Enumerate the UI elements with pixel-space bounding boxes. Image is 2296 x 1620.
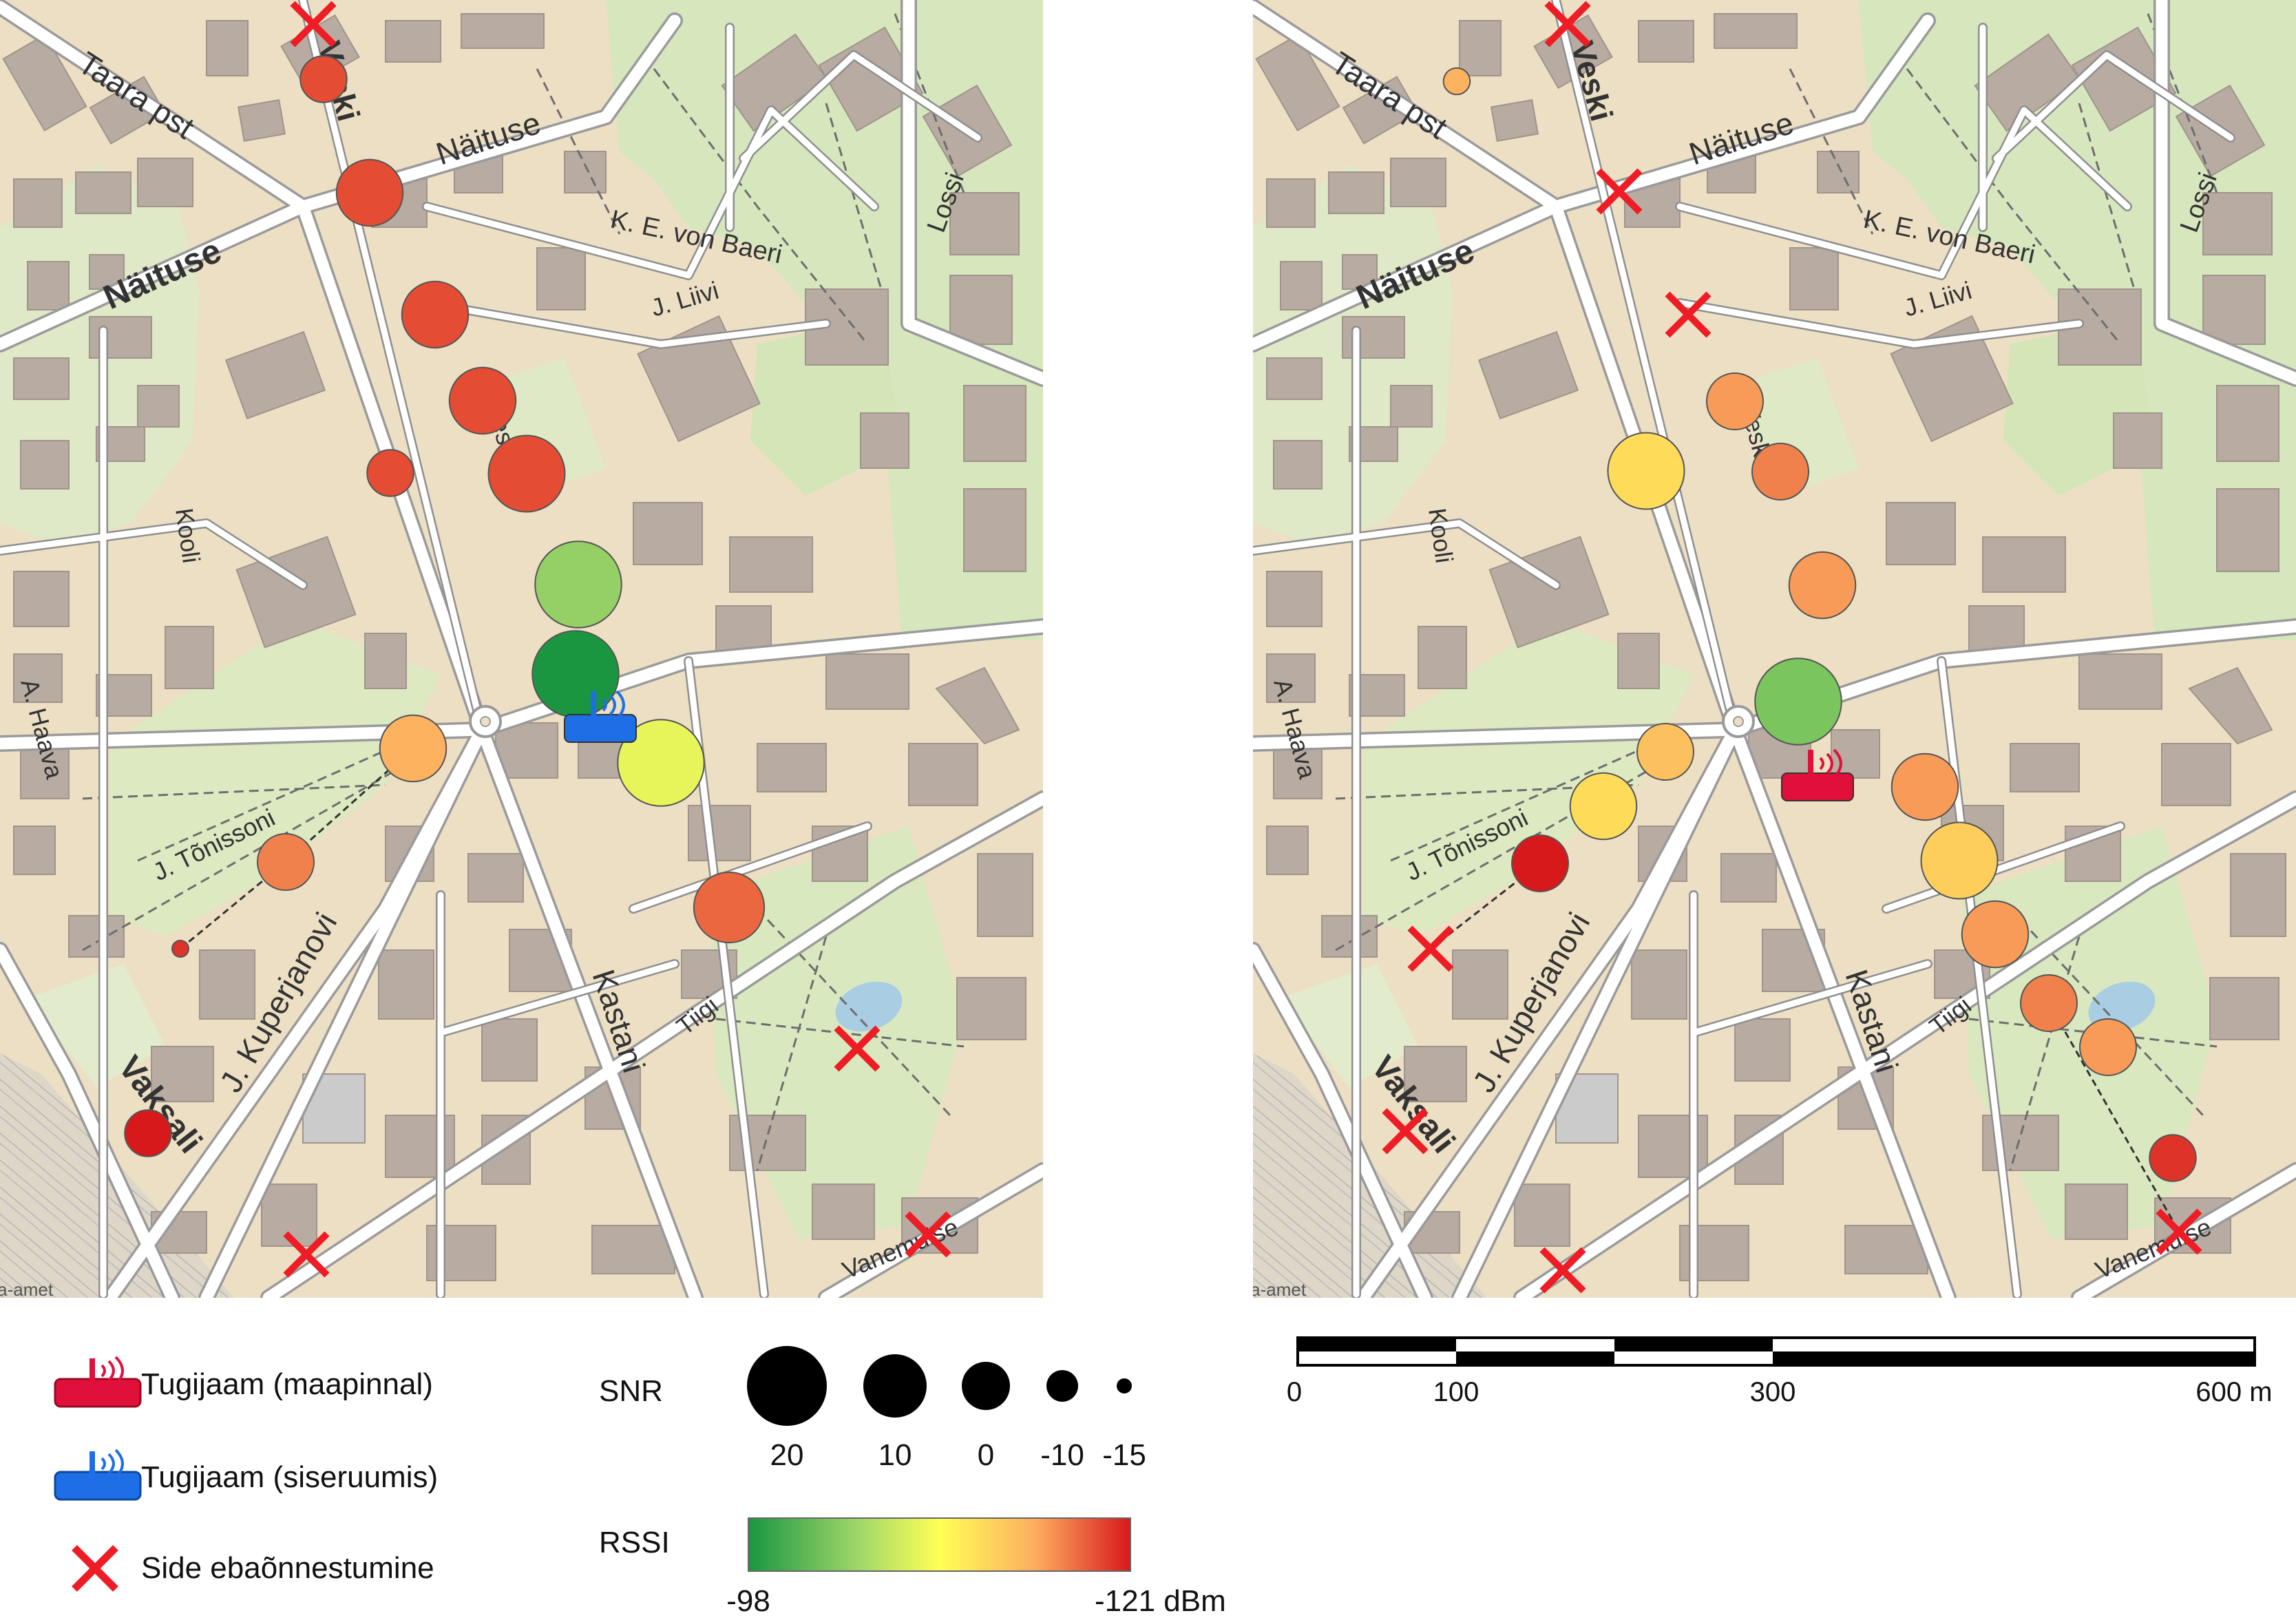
- rssi-color-ramp: [748, 1517, 1131, 1572]
- measurement-point[interactable]: [448, 366, 517, 435]
- measurement-point[interactable]: [617, 719, 705, 807]
- measurement-point[interactable]: [1788, 551, 1857, 620]
- snr-legend-label: 20: [770, 1438, 804, 1472]
- measurement-point[interactable]: [335, 158, 404, 227]
- measurement-point[interactable]: [2079, 1018, 2137, 1076]
- failure-x-marker[interactable]: [1665, 291, 1712, 338]
- left-map-markers: [124, 1, 951, 1278]
- snr-legend-circle: [747, 1346, 827, 1426]
- measurement-point[interactable]: [1890, 753, 1959, 821]
- legend-ground-station-label: Tugijaam (maapinnal): [141, 1367, 433, 1401]
- map-attribution: Maa-amet: [0, 1279, 54, 1300]
- snr-legend-label: 10: [878, 1438, 912, 1472]
- ground-station-icon[interactable]: [1781, 748, 1854, 801]
- failure-x-marker[interactable]: [834, 1025, 881, 1072]
- measurement-point[interactable]: [1961, 900, 2030, 969]
- measurement-point[interactable]: [1607, 432, 1685, 510]
- measurement-point[interactable]: [2020, 974, 2078, 1032]
- legend: Tugijaam (maapinnal) Tugijaam (siseruumi…: [54, 1336, 2273, 1618]
- measurement-point[interactable]: [171, 940, 189, 958]
- measurement-point[interactable]: [1569, 772, 1638, 841]
- snr-legend-circle: [1117, 1378, 1132, 1393]
- failure-x-marker[interactable]: [1407, 925, 1454, 972]
- measurement-point[interactable]: [366, 449, 414, 497]
- right-map-markers: [1382, 1, 2202, 1294]
- measurement-point[interactable]: [257, 833, 315, 891]
- measurement-point[interactable]: [487, 434, 566, 513]
- measurement-point[interactable]: [124, 1109, 172, 1157]
- legend-rssi-title: RSSI: [599, 1526, 670, 1559]
- measurement-point[interactable]: [534, 540, 622, 629]
- scale-label-0: 0: [1287, 1377, 1302, 1407]
- snr-size-legend: 20 10 0 -10 -15: [747, 1346, 1146, 1472]
- rssi-min-label: -98: [726, 1584, 770, 1618]
- scale-label-600: 600 m: [2195, 1377, 2272, 1407]
- failure-x-marker[interactable]: [1596, 168, 1643, 215]
- measurement-point[interactable]: [1920, 821, 1999, 900]
- failure-x-marker[interactable]: [283, 1231, 330, 1278]
- snr-legend-circle: [1046, 1370, 1078, 1402]
- snr-legend-circle: [962, 1362, 1010, 1410]
- failure-x-marker[interactable]: [290, 1, 337, 48]
- measurement-point[interactable]: [1636, 723, 1694, 781]
- failure-x-marker[interactable]: [1382, 1108, 1429, 1155]
- measurement-point[interactable]: [693, 871, 766, 944]
- legend-indoor-station-label: Tugijaam (siseruumis): [141, 1460, 438, 1494]
- measurement-point[interactable]: [401, 280, 470, 349]
- failure-x-marker[interactable]: [1544, 1, 1591, 48]
- measurement-point[interactable]: [1706, 372, 1764, 430]
- map-attribution: Maa-amet: [1225, 1279, 1307, 1300]
- snr-legend-label: 0: [978, 1438, 994, 1472]
- scale-label-100: 100: [1433, 1377, 1479, 1407]
- measurement-point[interactable]: [2149, 1134, 2197, 1182]
- snr-legend-circle: [863, 1354, 927, 1418]
- failure-x-marker[interactable]: [1539, 1247, 1586, 1294]
- rssi-max-label: -121 dBm: [1095, 1584, 1226, 1618]
- failure-x-marker[interactable]: [905, 1211, 951, 1258]
- right-map[interactable]: Taara pst Näituse Näituse K. E. von Baer…: [1225, 0, 2296, 1300]
- measurement-point[interactable]: [379, 714, 447, 783]
- legend-failure-label: Side ebaõnnestumine: [141, 1551, 434, 1585]
- measurement-point[interactable]: [1442, 67, 1471, 96]
- measurement-point[interactable]: [1754, 658, 1842, 746]
- scale-label-300: 300: [1750, 1377, 1796, 1407]
- indoor-station-icon[interactable]: [564, 690, 637, 743]
- measurement-point[interactable]: [299, 55, 348, 103]
- measurement-point[interactable]: [1751, 443, 1809, 501]
- failure-x-icon: [72, 1545, 118, 1592]
- left-map[interactable]: Taara pst Näituse Näituse K. E. von Baer…: [0, 0, 1043, 1300]
- indoor-station-icon: [54, 1449, 142, 1501]
- legend-snr-title: SNR: [599, 1374, 663, 1408]
- scale-bar: 0 100 300 600 m: [1287, 1336, 2273, 1407]
- snr-legend-label: -15: [1102, 1438, 1146, 1472]
- failure-x-marker[interactable]: [2156, 1208, 2202, 1255]
- snr-legend-label: -10: [1040, 1438, 1084, 1472]
- measurement-point[interactable]: [1511, 834, 1569, 892]
- ground-station-icon: [54, 1356, 142, 1408]
